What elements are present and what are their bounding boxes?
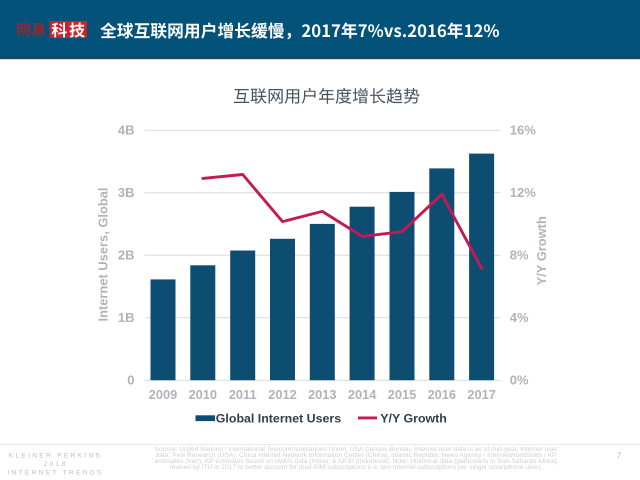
svg-text:2017: 2017 bbox=[467, 387, 495, 402]
svg-text:Internet Users, Global: Internet Users, Global bbox=[95, 188, 110, 322]
svg-text:2B: 2B bbox=[118, 247, 135, 262]
svg-text:2018: 2018 bbox=[44, 461, 68, 468]
svg-text:data: Pew Research (USA), Chin: data: Pew Research (USA), China Internet… bbox=[156, 452, 557, 459]
svg-text:4%: 4% bbox=[510, 310, 529, 325]
svg-text:estimates (Iran), KP estimates: estimates (Iran), KP estimates based on … bbox=[155, 458, 557, 465]
svg-text:16%: 16% bbox=[510, 122, 536, 137]
svg-text:2013: 2013 bbox=[308, 387, 336, 402]
svg-text:revised by ITU in 2017 to bett: revised by ITU in 2017 to better account… bbox=[170, 464, 543, 471]
svg-text:2015: 2015 bbox=[388, 387, 416, 402]
svg-text:2012: 2012 bbox=[268, 387, 296, 402]
svg-text:3B: 3B bbox=[118, 185, 135, 200]
svg-text:2016: 2016 bbox=[428, 387, 456, 402]
svg-text:12%: 12% bbox=[510, 185, 536, 200]
svg-text:7: 7 bbox=[617, 452, 622, 461]
svg-text:Y/Y Growth: Y/Y Growth bbox=[534, 216, 549, 285]
svg-text:0: 0 bbox=[127, 372, 134, 387]
svg-text:2010: 2010 bbox=[189, 387, 217, 402]
svg-text:1B: 1B bbox=[118, 310, 135, 325]
svg-text:8%: 8% bbox=[510, 247, 529, 262]
svg-text:Global Internet Users: Global Internet Users bbox=[216, 412, 341, 426]
svg-text:0%: 0% bbox=[510, 372, 529, 387]
svg-text:4B: 4B bbox=[118, 122, 135, 137]
svg-text:Y/Y Growth: Y/Y Growth bbox=[380, 412, 447, 426]
svg-text:Source: United Nations / Inter: Source: United Nations / International T… bbox=[155, 446, 559, 453]
svg-text:2014: 2014 bbox=[348, 387, 377, 402]
svg-text:KLEINER PERKINS: KLEINER PERKINS bbox=[9, 452, 103, 459]
svg-text:2011: 2011 bbox=[229, 387, 257, 402]
svg-text:INTERNET TRENDS: INTERNET TRENDS bbox=[7, 470, 103, 477]
svg-text:2009: 2009 bbox=[149, 387, 177, 402]
